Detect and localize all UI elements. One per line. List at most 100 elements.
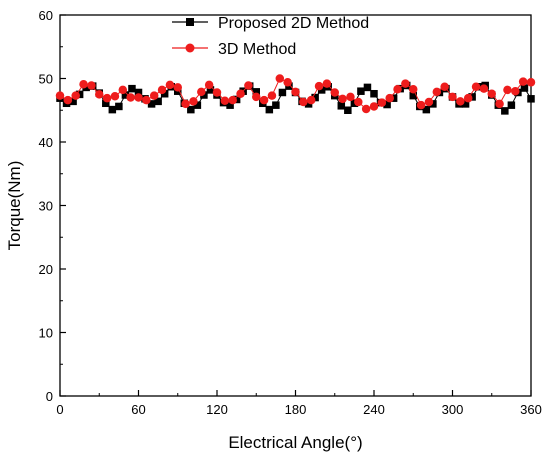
data-point [299, 97, 308, 107]
data-point [226, 101, 234, 109]
data-point [429, 100, 437, 108]
axes-layer: 0 60 120 180 240 300 360 0 10 20 30 40 50 60 [39, 8, 542, 417]
data-point [471, 82, 481, 92]
data-point [511, 86, 520, 96]
data-point [212, 88, 222, 97]
data-point [291, 87, 300, 97]
data-point [110, 92, 120, 101]
data-point [338, 94, 347, 104]
data-point [346, 92, 355, 102]
data-point [409, 91, 417, 100]
data-point [181, 99, 190, 109]
data-point [283, 78, 292, 87]
data-point [385, 93, 394, 103]
data-point [322, 79, 332, 88]
data-point [102, 99, 110, 108]
data-point [416, 100, 426, 110]
legend-item: 3D Method [172, 41, 296, 58]
data-point [409, 85, 418, 94]
data-point [495, 99, 504, 109]
legend-label: Proposed 2D Method [218, 15, 369, 32]
data-point [393, 85, 402, 94]
legend-marker [186, 18, 194, 26]
data-point [154, 97, 162, 106]
data-point [55, 91, 65, 100]
data-point [197, 87, 206, 97]
data-point [311, 93, 319, 102]
data-point [142, 95, 151, 105]
x-tick-label: 240 [363, 402, 385, 417]
y-tick-label: 0 [46, 389, 53, 404]
data-point [503, 85, 512, 95]
data-point [187, 105, 195, 114]
data-point [369, 102, 379, 111]
data-point [149, 91, 159, 100]
x-tick-label: 300 [442, 402, 464, 417]
data-point [463, 93, 473, 103]
data-point [173, 83, 182, 92]
data-point [304, 100, 313, 108]
data-point [357, 87, 365, 95]
data-point [121, 91, 130, 99]
data-point [448, 92, 457, 102]
data-point [126, 93, 135, 102]
data-point [272, 101, 280, 109]
data-point [160, 89, 169, 98]
data-point [220, 96, 230, 105]
data-point [354, 97, 363, 107]
data-point [236, 89, 245, 98]
x-tick-label: 60 [131, 402, 145, 417]
data-point [71, 91, 80, 100]
y-tick-label: 10 [39, 326, 53, 341]
data-point [115, 102, 123, 111]
data-point [157, 85, 167, 95]
data-point [527, 95, 535, 103]
data-point [432, 87, 442, 97]
data-point [108, 105, 117, 114]
data-point [424, 97, 434, 107]
data-point [330, 88, 339, 97]
y-tick-label: 30 [39, 199, 53, 214]
data-point [147, 100, 156, 108]
data-point [206, 86, 215, 94]
data-point [501, 107, 509, 115]
x-tick-label: 120 [206, 402, 228, 417]
data-point [252, 88, 260, 96]
data-point [520, 84, 529, 92]
y-tick-label: 20 [39, 262, 53, 277]
data-point [63, 95, 73, 105]
data-point [95, 90, 104, 99]
series-2 [55, 74, 536, 114]
data-point [102, 93, 112, 103]
legend-marker [185, 43, 195, 53]
data-point [526, 78, 536, 87]
data-point [134, 93, 143, 102]
data-point [507, 101, 516, 109]
data-point [267, 91, 277, 100]
data-point [134, 88, 143, 97]
data-point [518, 77, 528, 86]
y-tick-label: 60 [39, 8, 53, 23]
y-axis-title: Torque(Nm) [5, 161, 24, 251]
plot-frame [59, 14, 532, 397]
data-point [189, 97, 198, 106]
data-point [314, 81, 324, 91]
data-point [363, 83, 372, 92]
data-point [165, 80, 175, 90]
data-point [193, 101, 202, 109]
data-point [306, 95, 316, 105]
data-point [422, 105, 431, 114]
data-point [278, 88, 287, 97]
data-point [487, 89, 496, 98]
data-point [259, 95, 269, 105]
data-point [377, 98, 387, 107]
legend-item: Proposed 2D Method [172, 15, 369, 32]
data-point [317, 86, 326, 94]
data-point [383, 100, 391, 109]
data-point [440, 82, 449, 92]
data-point [228, 95, 237, 105]
x-tick-label: 360 [520, 402, 542, 417]
data-point [337, 102, 346, 110]
